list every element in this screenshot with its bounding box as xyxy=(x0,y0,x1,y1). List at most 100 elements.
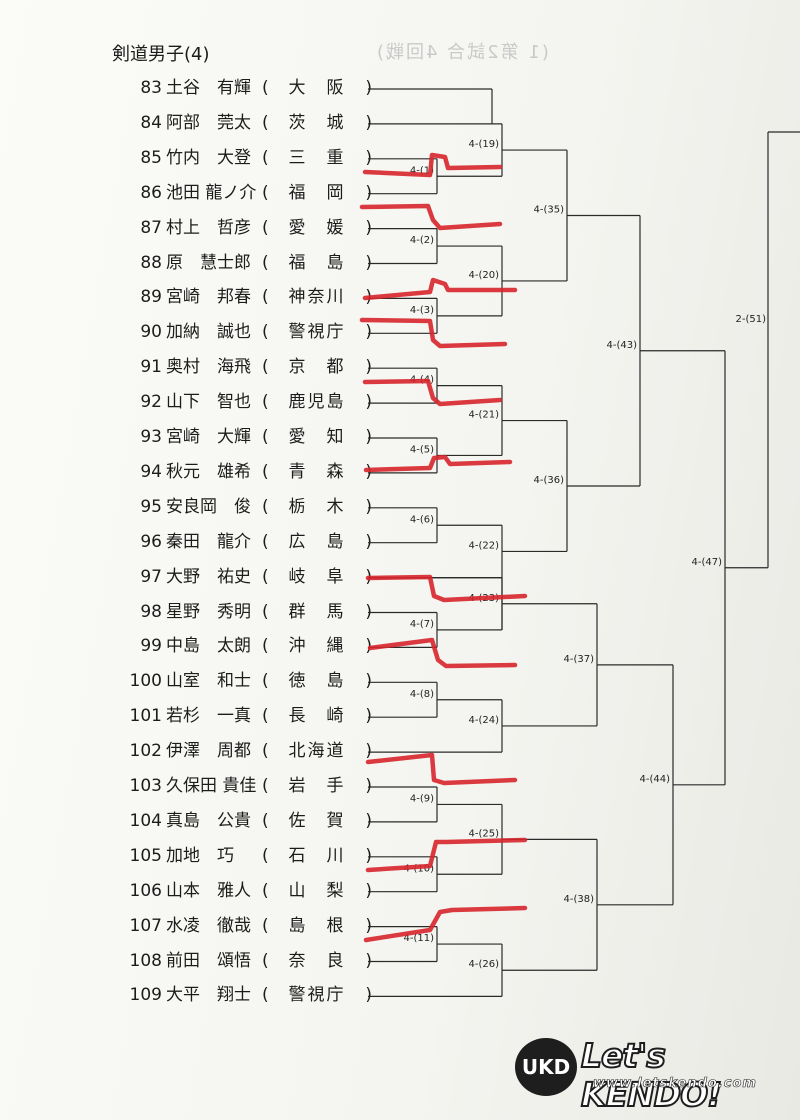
competitor-row: 107 水凌 徹哉(島 根) xyxy=(0,911,380,941)
competitor-number: 102 xyxy=(129,741,162,762)
match-label: 4-(19) xyxy=(469,139,500,150)
competitor-number: 92 xyxy=(140,392,162,413)
logo-wordmark: Let's KENDO! xyxy=(580,1035,723,1115)
competitor-row: 85 竹内 大登(三 重) xyxy=(0,143,380,173)
match-label: 4-(35) xyxy=(534,205,565,216)
competitor-name: 竹内 大登 xyxy=(166,147,251,168)
competitor-number: 108 xyxy=(129,950,162,971)
match-label: 4-(24) xyxy=(469,715,500,726)
match-label: 4-(8) xyxy=(410,689,434,700)
competitor-number: 96 xyxy=(140,531,162,552)
match-label: 4-(26) xyxy=(469,959,500,970)
competitor-row: 109 大平 翔士(警視庁) xyxy=(0,980,380,1010)
competitor-name: 宮崎 邦春 xyxy=(166,287,251,308)
competitor-number: 98 xyxy=(140,601,162,622)
competitor-row: 93 宮崎 大輝(愛 知) xyxy=(0,422,380,452)
competitor-name: 阿部 莞太 xyxy=(166,112,251,133)
match-label: 2-(51) xyxy=(736,314,767,325)
competitor-number: 99 xyxy=(140,636,162,657)
competitor-name: 星野 秀明 xyxy=(166,601,251,622)
winner-marker-stroke xyxy=(359,203,503,231)
winner-marker-stroke xyxy=(363,905,528,943)
match-label: 4-(36) xyxy=(534,475,565,486)
competitor-name: 秋元 雄希 xyxy=(166,461,251,482)
competitor-row: 88 原 慧士郎(福 島) xyxy=(0,248,380,278)
match-label: 4-(9) xyxy=(410,793,434,804)
competitor-name: 伊澤 周都 xyxy=(166,741,251,762)
logo-url: www.letskendo.com xyxy=(593,1076,757,1092)
match-label: 4-(6) xyxy=(410,514,434,525)
competitor-name: 山室 和士 xyxy=(166,671,251,692)
competitor-number: 97 xyxy=(140,566,162,587)
competitor-name: 宮崎 大輝 xyxy=(166,427,251,447)
competitor-name: 久保田 貴佳 xyxy=(166,776,257,796)
competitor-row: 95 安良岡 俊(栃 木) xyxy=(0,492,380,522)
match-label: 4-(5) xyxy=(410,444,434,455)
competitor-row: 104 真島 公貴(佐 賀) xyxy=(0,806,380,836)
match-label: 4-(1) xyxy=(410,165,434,176)
competitor-number: 103 xyxy=(129,776,162,796)
competitor-row: 103 久保田 貴佳(岩 手) xyxy=(0,771,380,801)
match-label: 4-(20) xyxy=(469,270,500,281)
competitor-number: 88 xyxy=(140,252,162,273)
competitor-number: 91 xyxy=(140,357,162,378)
competitor-name: 奥村 海飛 xyxy=(166,357,251,378)
competitor-name: 原 慧士郎 xyxy=(166,252,251,273)
winner-marker-stroke xyxy=(365,574,528,603)
competitor-row: 106 山本 雅人(山 梨) xyxy=(0,876,380,906)
competitor-number: 85 xyxy=(140,147,162,168)
winner-marker-stroke xyxy=(359,317,508,349)
winner-marker-stroke xyxy=(365,752,518,786)
competitor-name: 加地 巧 xyxy=(166,845,234,866)
competitor-number: 106 xyxy=(129,880,162,901)
match-label: 4-(22) xyxy=(469,540,500,551)
competitor-row: 101 若杉 一真(長 崎) xyxy=(0,701,380,731)
match-label: 4-(11) xyxy=(404,933,435,944)
competitor-row: 105 加地 巧(石 川) xyxy=(0,841,380,871)
competitor-row: 83 土谷 有輝(大 阪) xyxy=(0,73,380,103)
page-title: 剣道男子(4) xyxy=(112,44,210,65)
competitor-row: 94 秋元 雄希(青 森) xyxy=(0,457,380,487)
match-label: 4-(44) xyxy=(640,774,671,785)
match-label: 4-(38) xyxy=(564,894,595,905)
competitor-row: 90 加納 誠也(警視庁) xyxy=(0,317,380,347)
winner-marker-stroke xyxy=(365,837,528,873)
match-label: 4-(47) xyxy=(692,557,723,568)
competitor-row: 102 伊澤 周都(北海道) xyxy=(0,736,380,766)
competitor-number: 94 xyxy=(140,461,162,482)
competitor-name: 土谷 有輝 xyxy=(166,78,251,98)
competitor-number: 93 xyxy=(140,427,162,447)
winner-marker-stroke xyxy=(362,277,518,301)
competitor-name: 大平 翔士 xyxy=(166,985,251,1006)
competitor-row: 91 奥村 海飛(京 都) xyxy=(0,352,380,382)
competitor-row: 108 前田 頌悟(奈 良) xyxy=(0,946,380,976)
competitor-name: 山下 智也 xyxy=(166,392,251,413)
competitor-number: 90 xyxy=(140,322,162,343)
match-label: 4-(3) xyxy=(410,305,434,316)
competitor-number: 101 xyxy=(129,706,162,727)
winner-marker-stroke xyxy=(362,152,503,178)
competitor-number: 84 xyxy=(140,112,162,133)
competitor-row: 84 阿部 莞太(茨 城) xyxy=(0,108,380,138)
competitor-row: 98 星野 秀明(群 馬) xyxy=(0,597,380,627)
competitor-row: 92 山下 智也(鹿児島) xyxy=(0,387,380,417)
competitor-number: 87 xyxy=(140,217,162,238)
competitor-number: 104 xyxy=(129,810,162,831)
competitor-number: 109 xyxy=(129,985,162,1006)
competitor-name: 真島 公貴 xyxy=(166,810,251,831)
competitor-name: 若杉 一真 xyxy=(166,706,251,727)
competitor-name: 秦田 龍介 xyxy=(166,531,251,552)
competitor-row: 86 池田 龍ノ介(福 岡) xyxy=(0,178,380,208)
match-label: 4-(7) xyxy=(410,619,434,630)
competitor-number: 89 xyxy=(140,287,162,308)
competitor-row: 96 秦田 龍介(広 島) xyxy=(0,527,380,557)
competitor-name: 山本 雅人 xyxy=(166,880,251,901)
competitor-number: 105 xyxy=(129,845,162,866)
competitor-number: 95 xyxy=(140,496,162,517)
match-label: 4-(37) xyxy=(564,654,595,665)
letskendo-logo: UKD Let's KENDO! www.letskendo.com xyxy=(515,1032,795,1115)
competitor-name: 加納 誠也 xyxy=(166,322,251,343)
competitor-number: 86 xyxy=(140,182,162,203)
competitor-number: 107 xyxy=(129,915,162,936)
